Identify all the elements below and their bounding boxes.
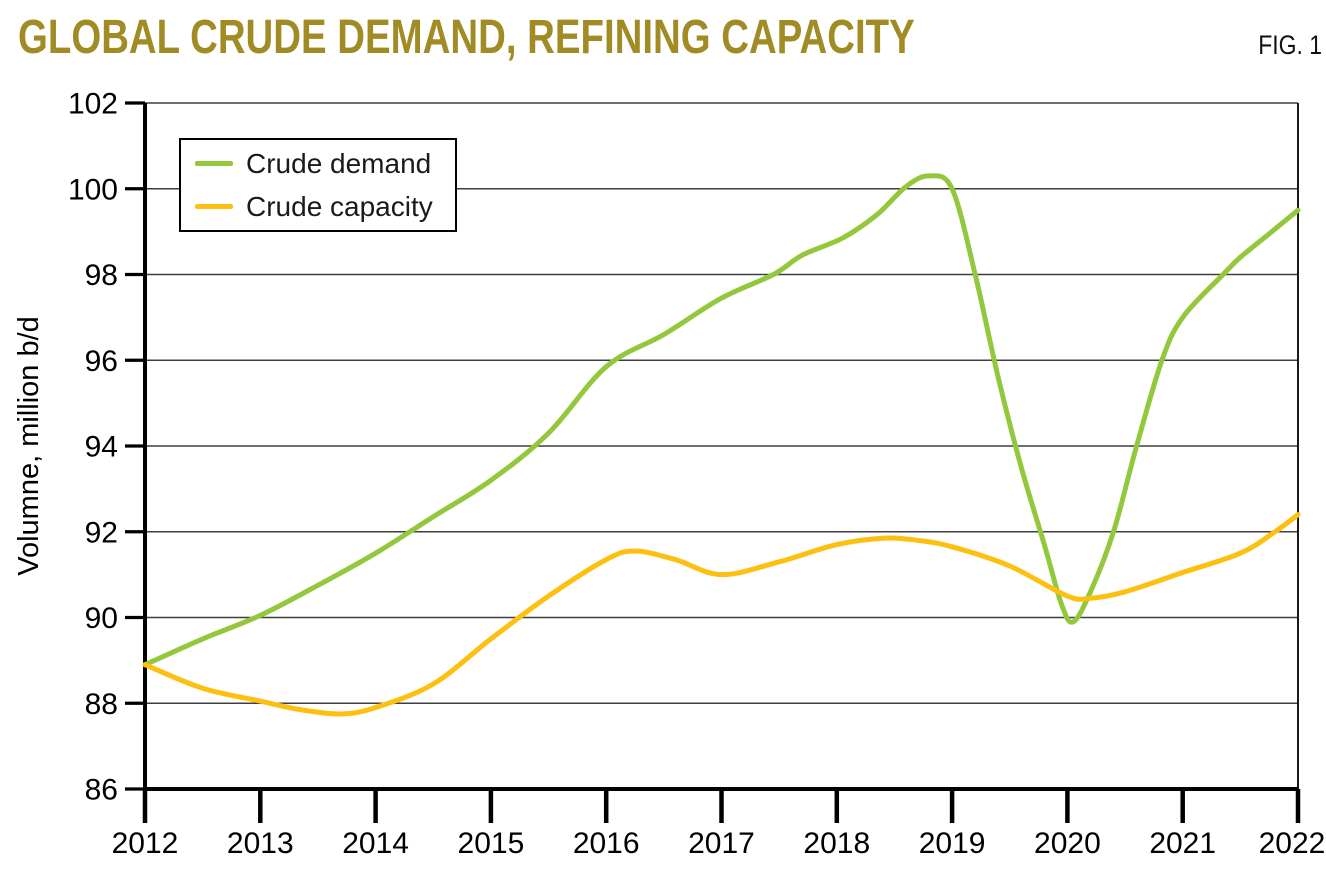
x-tick-label-2016: 2016	[573, 827, 640, 860]
x-tick-label-2022: 2022	[1259, 827, 1326, 860]
y-tick-label-86: 86	[85, 774, 118, 807]
crude-capacity-line-swatch	[195, 204, 233, 209]
x-tick-label-2015: 2015	[458, 827, 525, 860]
x-tick-label-2017: 2017	[688, 827, 755, 860]
x-tick-label-2020: 2020	[1034, 827, 1101, 860]
legend: Crude demand Crude capacity	[179, 138, 457, 232]
x-tick-label-2021: 2021	[1149, 827, 1216, 860]
x-tick-label-2013: 2013	[227, 827, 294, 860]
y-tick-label-90: 90	[85, 602, 118, 635]
legend-item-crude-demand: Crude demand	[195, 147, 455, 181]
y-tick-label-98: 98	[85, 259, 118, 292]
y-tick-label-92: 92	[85, 516, 118, 549]
legend-label-crude-capacity: Crude capacity	[246, 190, 433, 222]
y-tick-label-96: 96	[85, 345, 118, 378]
y-tick-label-102: 102	[68, 88, 118, 121]
y-tick-label-88: 88	[85, 688, 118, 721]
legend-item-crude-capacity: Crude capacity	[195, 190, 455, 224]
x-tick-label-2014: 2014	[342, 827, 409, 860]
y-tick-label-94: 94	[85, 431, 118, 464]
x-tick-label-2019: 2019	[919, 827, 986, 860]
y-axis-title: Volumne, million b/d	[13, 316, 45, 576]
x-tick-label-2018: 2018	[803, 827, 870, 860]
crude-demand-line-swatch	[195, 161, 233, 166]
series-line-crude-demand	[142, 173, 1301, 668]
fig-label: FIG. 1	[1258, 30, 1322, 60]
legend-label-crude-demand: Crude demand	[246, 147, 432, 179]
page-title: GLOBAL CRUDE DEMAND, REFINING CAPACITY	[18, 11, 915, 64]
y-tick-label-100: 100	[68, 173, 118, 206]
series-line-crude-capacity	[142, 512, 1301, 717]
x-tick-label-2012: 2012	[112, 827, 179, 860]
